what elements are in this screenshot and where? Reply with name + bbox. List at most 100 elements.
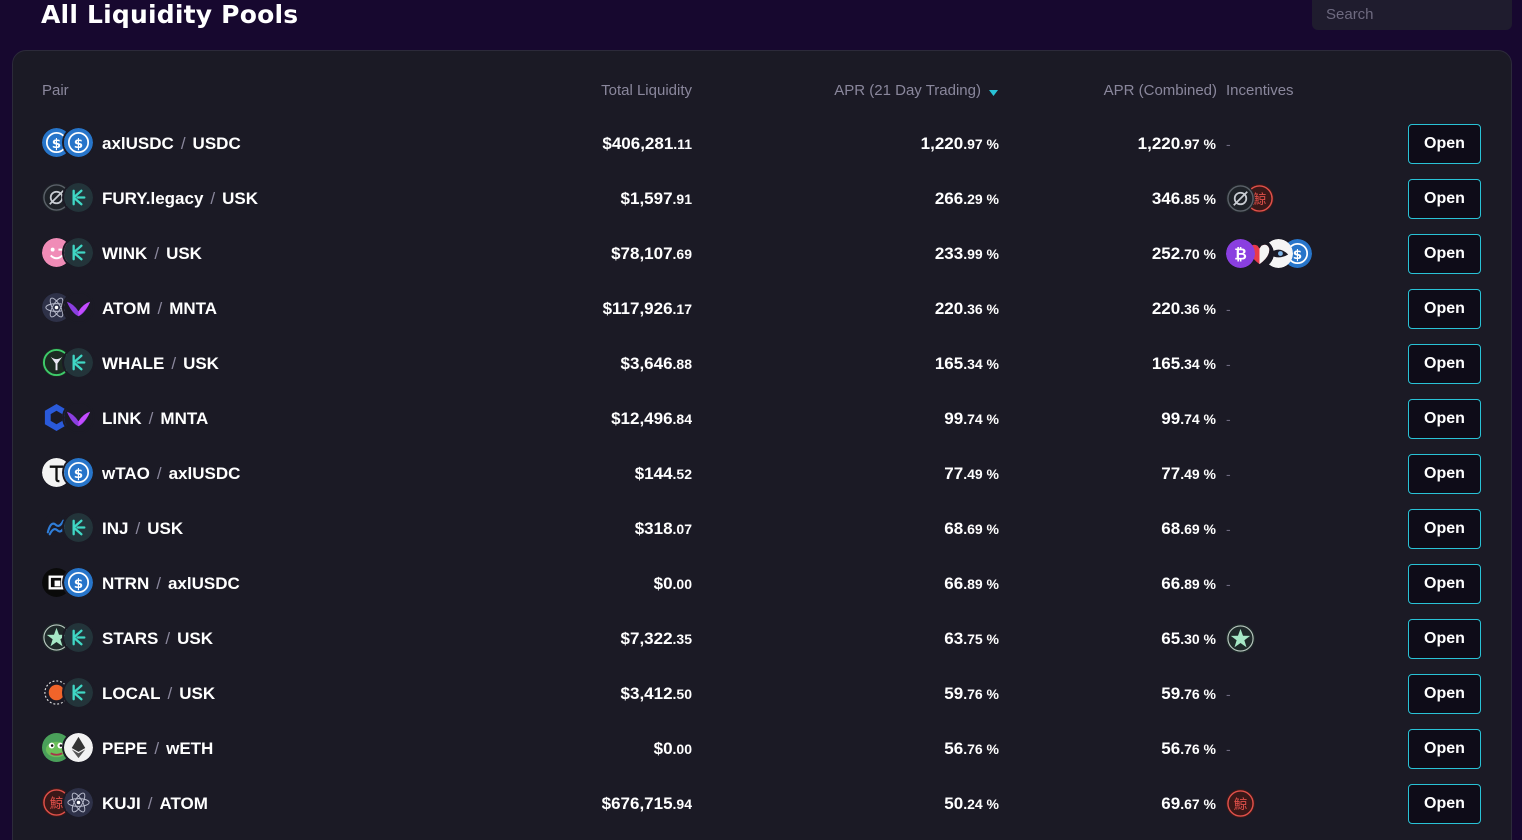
apr-combined: 66.89 % <box>1161 556 1216 611</box>
pool-row[interactable]: ATOM / MNTA $117,926.17 220.36 % 220.36 % - Ope… <box>12 281 1512 336</box>
open-pool-button[interactable]: Open <box>1408 344 1481 384</box>
quote-token: USDC <box>192 134 241 153</box>
pair-name: WHALE / USK <box>102 336 219 391</box>
pool-row[interactable]: LINK / MNTA $12,496.84 99.74 % 99.74 % - Open <box>12 391 1512 446</box>
apr-trading-whole: 50 <box>944 794 964 813</box>
pool-row[interactable]: LOCAL / USK $3,412.50 59.76 % 59.76 % - Open <box>12 666 1512 721</box>
apr-combined-whole: 252 <box>1151 244 1181 263</box>
apr-combined-whole: 65 <box>1161 629 1181 648</box>
open-pool-button[interactable]: Open <box>1408 289 1481 329</box>
apr-trading-whole: 266 <box>934 189 964 208</box>
base-token: WHALE <box>102 354 165 373</box>
apr-trading-whole: 77 <box>944 464 964 483</box>
incentives-cell: - <box>1226 446 1231 501</box>
apr-combined-whole: 69 <box>1161 794 1181 813</box>
pool-row[interactable]: PEPE / wETH $0.00 56.76 % 56.76 % - Open <box>12 721 1512 776</box>
pool-row[interactable]: WHALE / USK $3,646.88 165.34 % 165.34 % - Open <box>12 336 1512 391</box>
pool-row[interactable]: STARS / USK $7,322.35 63.75 % 65.30 % Open <box>12 611 1512 666</box>
incentives-cell: - <box>1226 336 1231 391</box>
apr-combined-decimals: .36 % <box>1180 301 1216 317</box>
open-pool-button[interactable]: Open <box>1408 729 1481 769</box>
pool-row[interactable]: FURY.legacy / USK $1,597.91 266.29 % 346.85 %… <box>12 171 1512 226</box>
base-token: FURY.legacy <box>102 189 204 208</box>
apr-trading-decimals: .36 % <box>963 301 999 317</box>
svg-text:鯨: 鯨 <box>50 796 64 812</box>
open-pool-button[interactable]: Open <box>1408 454 1481 494</box>
pair-separator: / <box>154 244 160 263</box>
column-header-liquidity[interactable]: Total Liquidity <box>601 82 692 99</box>
usdc-icon: $ <box>64 458 93 487</box>
apr-trading: 66.89 % <box>944 556 999 611</box>
svg-text:$: $ <box>52 136 61 152</box>
open-pool-button[interactable]: Open <box>1408 124 1481 164</box>
search-input[interactable] <box>1312 0 1512 30</box>
open-pool-button[interactable]: Open <box>1408 784 1481 824</box>
svg-text:鯨: 鯨 <box>1234 797 1248 813</box>
open-pool-button[interactable]: Open <box>1408 179 1481 219</box>
total-liquidity: $3,646.88 <box>621 336 692 391</box>
usk-icon <box>64 348 93 377</box>
open-pool-button[interactable]: Open <box>1408 399 1481 439</box>
pair-separator: / <box>157 299 163 318</box>
pair-icons <box>42 676 94 710</box>
open-pool-button[interactable]: Open <box>1408 674 1481 714</box>
quote-token: USK <box>183 354 219 373</box>
apr-combined-decimals: .97 % <box>1180 136 1216 152</box>
apr-trading-whole: 68 <box>944 519 964 538</box>
apr-trading-decimals: .76 % <box>963 686 999 702</box>
pair-icons: $ $ <box>42 126 94 160</box>
no-incentives: - <box>1226 300 1231 317</box>
kuji-icon: 鯨 <box>1226 789 1255 818</box>
pool-row[interactable]: INJ / USK $318.07 68.69 % 68.69 % - Open <box>12 501 1512 556</box>
column-header-apr-trading[interactable]: APR (21 Day Trading) <box>834 82 998 100</box>
pool-row[interactable]: $ NTRN / axlUSDC $0.00 66.89 % 66.89 % - Open <box>12 556 1512 611</box>
pair-icons <box>42 291 94 325</box>
incentives-cell: - <box>1226 501 1231 556</box>
no-incentives: - <box>1226 575 1231 592</box>
apr-trading: 68.69 % <box>944 501 999 556</box>
open-pool-button[interactable]: Open <box>1408 564 1481 604</box>
total-liquidity: $0.00 <box>654 721 692 776</box>
apr-trading: 77.49 % <box>944 446 999 501</box>
column-header-apr-combined[interactable]: APR (Combined) <box>1103 82 1217 99</box>
apr-combined: 99.74 % <box>1161 391 1216 446</box>
total-liquidity: $78,107.69 <box>611 226 692 281</box>
open-pool-button[interactable]: Open <box>1408 619 1481 659</box>
apr-combined: 56.76 % <box>1161 721 1216 776</box>
mnta-icon <box>64 293 93 322</box>
pair-icons <box>42 621 94 655</box>
total-liquidity: $12,496.84 <box>611 391 692 446</box>
liquidity-decimals: .35 <box>672 631 692 647</box>
liquidity-whole: $7,322 <box>620 629 673 648</box>
column-header-pair: Pair <box>42 82 69 99</box>
pool-row[interactable]: 鯨 KUJI / ATOM $676,715.94 50.24 % 69.67 % 鯨 Open <box>12 776 1512 831</box>
apr-trading: 59.76 % <box>944 666 999 721</box>
apr-trading-decimals: .99 % <box>963 246 999 262</box>
pair-icons <box>42 346 94 380</box>
fury-icon <box>1226 184 1255 213</box>
apr-combined-decimals: .85 % <box>1180 191 1216 207</box>
apr-trading: 99.74 % <box>944 391 999 446</box>
quote-token: USK <box>147 519 184 538</box>
pair-separator: / <box>171 354 177 373</box>
open-pool-button[interactable]: Open <box>1408 234 1481 274</box>
pool-row[interactable]: WINK / USK $78,107.69 233.99 % 252.70 % ₿ $ Open <box>12 226 1512 281</box>
pair-separator: / <box>147 794 153 813</box>
apr-trading: 233.99 % <box>935 226 999 281</box>
pair-icons: $ <box>42 566 94 600</box>
pair-icons <box>42 731 94 765</box>
pool-row[interactable]: $ $ axlUSDC / USDC $406,281.11 1,220.97 % 1,220… <box>12 116 1512 171</box>
svg-text:$: $ <box>1293 247 1302 263</box>
apr-trading-whole: 56 <box>944 739 964 758</box>
total-liquidity: $144.52 <box>635 446 692 501</box>
column-header-incentives: Incentives <box>1226 82 1294 99</box>
open-pool-button[interactable]: Open <box>1408 509 1481 549</box>
apr-trading-whole: 233 <box>934 244 964 263</box>
base-token: INJ <box>102 519 129 538</box>
base-token: wTAO <box>102 464 150 483</box>
apr-trading-whole: 1,220 <box>920 134 964 153</box>
apr-trading: 266.29 % <box>935 171 999 226</box>
no-incentives: - <box>1226 410 1231 427</box>
liquidity-decimals: .11 <box>673 136 692 152</box>
pool-row[interactable]: $ wTAO / axlUSDC $144.52 77.49 % 77.49 % - Open <box>12 446 1512 501</box>
